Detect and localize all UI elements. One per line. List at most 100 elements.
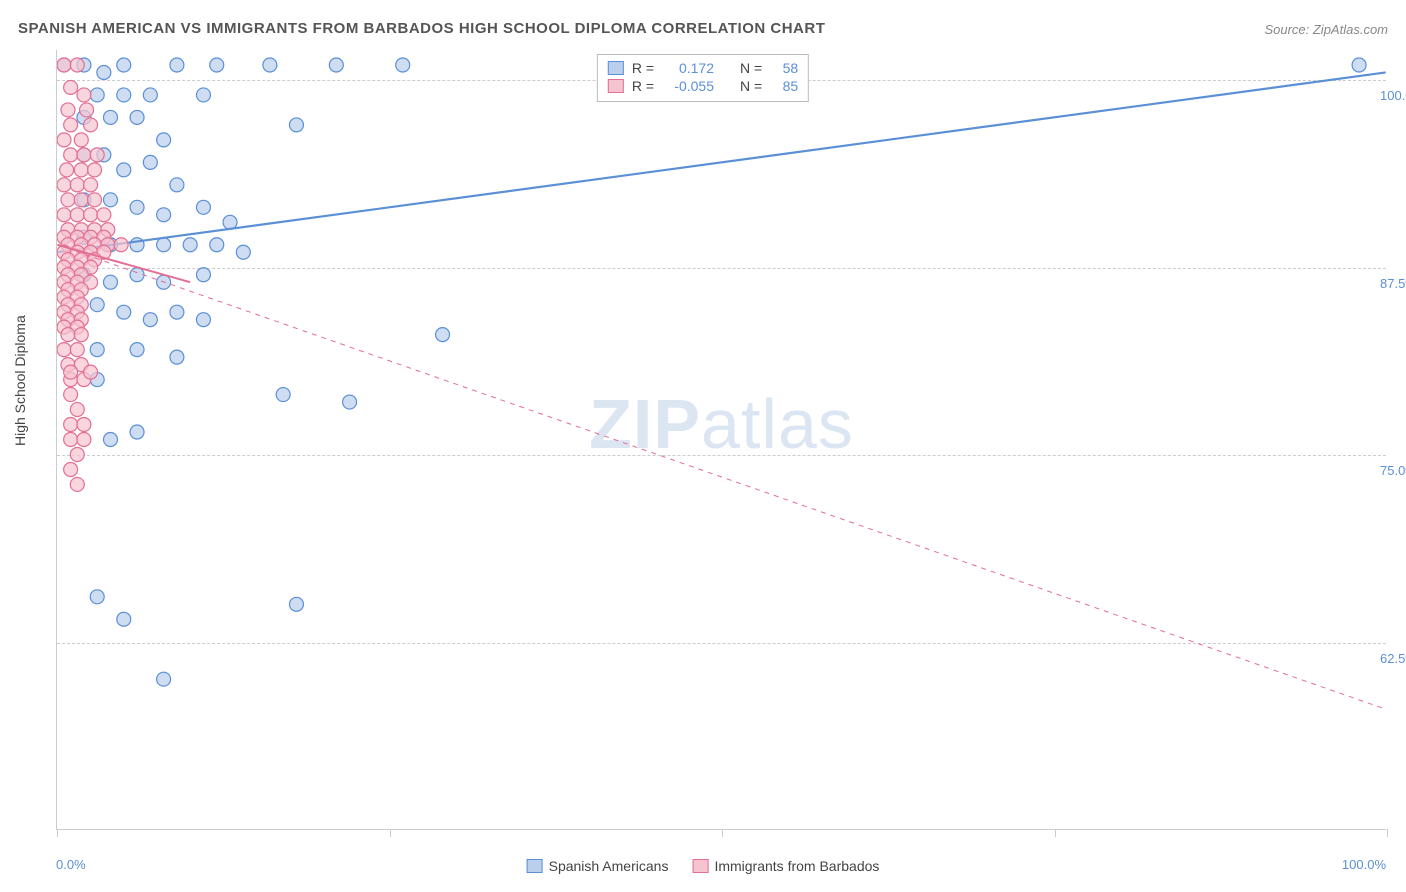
data-point xyxy=(84,118,98,132)
data-point xyxy=(103,110,117,124)
data-point xyxy=(157,208,171,222)
data-point xyxy=(70,447,84,461)
data-point xyxy=(143,313,157,327)
data-point xyxy=(196,268,210,282)
x-tick xyxy=(390,829,391,837)
data-point xyxy=(236,245,250,259)
data-point xyxy=(329,58,343,72)
source-attribution: Source: ZipAtlas.com xyxy=(1264,22,1388,37)
data-point xyxy=(74,328,88,342)
data-point xyxy=(77,88,91,102)
data-point xyxy=(70,58,84,72)
legend-swatch xyxy=(608,79,624,93)
data-point xyxy=(170,305,184,319)
data-point xyxy=(84,365,98,379)
data-point xyxy=(130,343,144,357)
data-point xyxy=(57,208,71,222)
data-point xyxy=(210,58,224,72)
data-point xyxy=(90,590,104,604)
data-point xyxy=(289,597,303,611)
data-point xyxy=(57,178,71,192)
regression-line xyxy=(57,245,1385,709)
data-point xyxy=(196,313,210,327)
x-tick xyxy=(57,829,58,837)
series-legend-label: Immigrants from Barbados xyxy=(714,858,879,874)
data-point xyxy=(117,58,131,72)
legend-r-label: R = xyxy=(632,60,654,76)
correlation-legend: R = 0.172 N = 58 R = -0.055 N = 85 xyxy=(597,54,809,102)
data-point xyxy=(90,343,104,357)
data-point xyxy=(143,155,157,169)
data-point xyxy=(263,58,277,72)
x-tick-label-right: 100.0% xyxy=(1342,857,1386,872)
data-point xyxy=(170,350,184,364)
data-point xyxy=(70,178,84,192)
data-point xyxy=(64,118,78,132)
data-point xyxy=(130,110,144,124)
series-legend-item: Spanish Americans xyxy=(527,858,669,874)
data-point xyxy=(196,200,210,214)
data-point xyxy=(70,477,84,491)
data-point xyxy=(90,88,104,102)
legend-n-value: 58 xyxy=(770,60,798,76)
data-point xyxy=(74,133,88,147)
legend-n-label: N = xyxy=(740,60,762,76)
legend-swatch xyxy=(608,61,624,75)
data-point xyxy=(196,88,210,102)
data-point xyxy=(117,163,131,177)
data-point xyxy=(103,433,117,447)
series-legend-item: Immigrants from Barbados xyxy=(692,858,879,874)
legend-r-value: 0.172 xyxy=(662,60,714,76)
data-point xyxy=(84,208,98,222)
data-point xyxy=(183,238,197,252)
data-point xyxy=(130,200,144,214)
data-point xyxy=(103,193,117,207)
data-point xyxy=(57,343,71,357)
data-point xyxy=(396,58,410,72)
legend-swatch xyxy=(692,859,708,873)
scatter-plot-svg xyxy=(57,50,1386,829)
data-point xyxy=(130,425,144,439)
x-tick xyxy=(1387,829,1388,837)
data-point xyxy=(210,238,224,252)
y-axis-title: High School Diploma xyxy=(12,315,28,446)
data-point xyxy=(289,118,303,132)
data-point xyxy=(117,305,131,319)
data-point xyxy=(57,133,71,147)
data-point xyxy=(80,103,94,117)
data-point xyxy=(114,238,128,252)
data-point xyxy=(70,343,84,357)
data-point xyxy=(61,103,75,117)
data-point xyxy=(70,403,84,417)
data-point xyxy=(157,238,171,252)
data-point xyxy=(64,388,78,402)
legend-n-value: 85 xyxy=(770,78,798,94)
data-point xyxy=(61,193,75,207)
data-point xyxy=(77,418,91,432)
legend-row: R = 0.172 N = 58 xyxy=(608,59,798,77)
legend-row: R = -0.055 N = 85 xyxy=(608,77,798,95)
data-point xyxy=(88,193,102,207)
data-point xyxy=(64,462,78,476)
data-point xyxy=(157,672,171,686)
data-point xyxy=(117,88,131,102)
data-point xyxy=(1352,58,1366,72)
data-point xyxy=(276,388,290,402)
legend-r-value: -0.055 xyxy=(662,78,714,94)
data-point xyxy=(60,163,74,177)
data-point xyxy=(90,298,104,312)
data-point xyxy=(97,65,111,79)
legend-swatch xyxy=(527,859,543,873)
data-point xyxy=(343,395,357,409)
x-tick xyxy=(1055,829,1056,837)
data-point xyxy=(64,148,78,162)
data-point xyxy=(64,433,78,447)
data-point xyxy=(90,148,104,162)
chart-title: SPANISH AMERICAN VS IMMIGRANTS FROM BARB… xyxy=(18,20,825,37)
data-point xyxy=(57,58,71,72)
legend-n-label: N = xyxy=(740,78,762,94)
data-point xyxy=(170,178,184,192)
data-point xyxy=(64,365,78,379)
data-point xyxy=(436,328,450,342)
data-point xyxy=(170,58,184,72)
